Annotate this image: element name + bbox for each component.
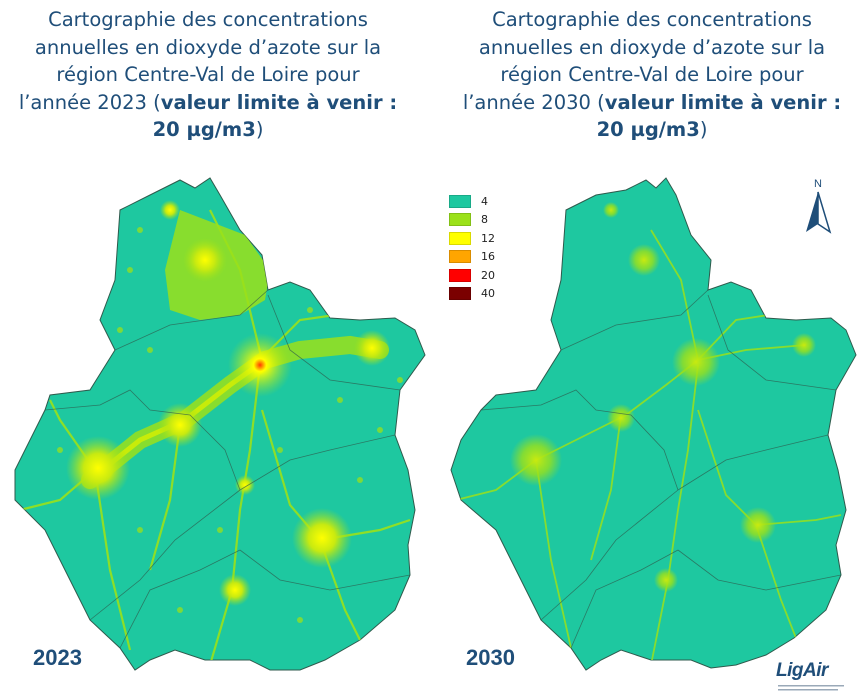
legend-swatch	[449, 287, 471, 301]
legend-swatch	[449, 213, 471, 227]
city-tours	[66, 436, 130, 500]
city-montargis	[354, 330, 390, 366]
year-label-2030: 2030	[466, 645, 515, 670]
title-prefix: l’année 2023 (	[18, 90, 161, 114]
legend-item: 16	[449, 248, 495, 267]
city-bourges	[740, 507, 776, 543]
legend: 4 8 12 16 20 40	[449, 192, 495, 303]
city-orleans	[228, 333, 292, 397]
legend-label: 12	[481, 231, 495, 245]
north-label: N	[814, 178, 822, 190]
title-suffix: )	[699, 118, 708, 141]
legend-label: 16	[481, 250, 495, 264]
legend-swatch	[449, 194, 471, 208]
city-chateauroux	[654, 568, 678, 592]
title-line-2: annuelles en dioxyde d’azote sur la	[478, 35, 826, 59]
region-shape	[450, 177, 857, 671]
title-line-5: 20 µg/m3)	[8, 116, 408, 144]
title-line-2: annuelles en dioxyde d’azote sur la	[34, 35, 382, 59]
city-bourges	[292, 508, 352, 568]
city-chateauroux	[219, 574, 251, 606]
title-bold-2: 20 µg/m3	[596, 118, 700, 141]
legend-swatch	[449, 231, 471, 245]
legend-item: 40	[449, 285, 495, 304]
city-orleans	[672, 338, 720, 386]
legend-item: 12	[449, 229, 495, 248]
logo-tagline-graphic	[778, 685, 844, 691]
title-bold-1: valeur limite à venir :	[160, 90, 398, 114]
city-chartres	[628, 244, 660, 276]
title-line-1: Cartographie des concentrations	[492, 8, 812, 31]
logo-text: LigAir	[776, 660, 828, 681]
north-arrow-icon: N	[806, 178, 832, 234]
year-label-2023: 2023	[33, 645, 82, 670]
title-line-3: région Centre-Val de Loire pour	[500, 63, 804, 86]
legend-item: 4	[449, 192, 495, 211]
title-line-4: l’année 2023 (valeur limite à venir :	[8, 89, 408, 117]
city-dreux	[160, 200, 180, 220]
city-dreux	[603, 202, 619, 218]
title-line-1: Cartographie des concentrations	[48, 8, 368, 31]
city-montargis	[792, 333, 816, 357]
title-2030: Cartographie des concentrations annuelle…	[452, 6, 852, 144]
legend-label: 4	[481, 194, 488, 208]
title-line-3: région Centre-Val de Loire pour	[56, 63, 360, 86]
legend-swatch	[449, 250, 471, 264]
legend-item: 20	[449, 266, 495, 285]
title-suffix: )	[255, 118, 264, 141]
legend-swatch	[449, 268, 471, 282]
legend-label: 8	[481, 213, 488, 227]
title-line-5: 20 µg/m3)	[452, 116, 852, 144]
legend-item: 8	[449, 211, 495, 230]
city-chartres	[183, 238, 227, 282]
map-2030	[450, 177, 857, 671]
title-bold-2: 20 µg/m3	[152, 118, 256, 141]
title-prefix: l’année 2030 (	[462, 90, 605, 114]
title-line-4: l’année 2030 (valeur limite à venir :	[452, 89, 852, 117]
legend-label: 20	[481, 268, 495, 282]
title-2023: Cartographie des concentrations annuelle…	[8, 6, 408, 144]
title-bold-1: valeur limite à venir :	[604, 90, 842, 114]
ligair-logo: LigAir	[776, 660, 856, 698]
city-tours	[510, 434, 562, 486]
city-blois	[158, 403, 202, 447]
legend-label: 40	[481, 287, 495, 301]
map-2023	[14, 177, 426, 671]
city-blois	[607, 404, 635, 432]
